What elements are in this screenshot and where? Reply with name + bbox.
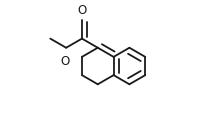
Text: O: O: [77, 4, 87, 17]
Text: O: O: [60, 54, 69, 67]
